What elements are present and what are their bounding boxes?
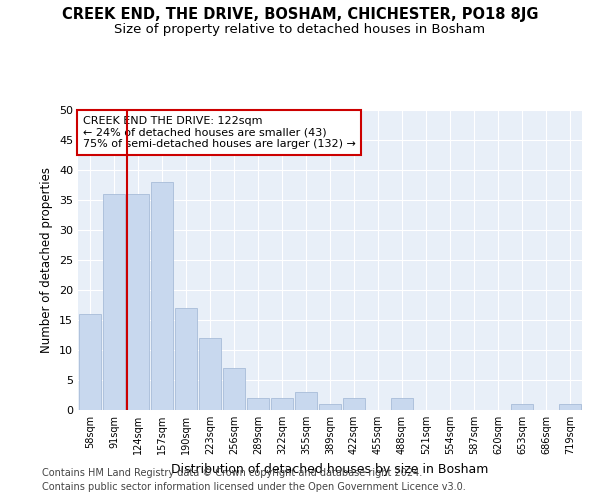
Bar — [223, 368, 245, 410]
Bar — [319, 404, 341, 410]
Bar — [391, 398, 413, 410]
Bar — [559, 404, 581, 410]
Bar — [511, 404, 533, 410]
Y-axis label: Number of detached properties: Number of detached properties — [40, 167, 53, 353]
Bar — [295, 392, 317, 410]
Bar — [199, 338, 221, 410]
Text: Contains HM Land Registry data © Crown copyright and database right 2024.: Contains HM Land Registry data © Crown c… — [42, 468, 422, 477]
Bar — [247, 398, 269, 410]
Bar — [103, 194, 125, 410]
Bar — [79, 314, 101, 410]
Text: CREEK END, THE DRIVE, BOSHAM, CHICHESTER, PO18 8JG: CREEK END, THE DRIVE, BOSHAM, CHICHESTER… — [62, 8, 538, 22]
Text: CREEK END THE DRIVE: 122sqm
← 24% of detached houses are smaller (43)
75% of sem: CREEK END THE DRIVE: 122sqm ← 24% of det… — [83, 116, 356, 149]
Text: Size of property relative to detached houses in Bosham: Size of property relative to detached ho… — [115, 22, 485, 36]
Bar — [151, 182, 173, 410]
Bar — [127, 194, 149, 410]
Bar — [271, 398, 293, 410]
Bar — [343, 398, 365, 410]
Bar — [175, 308, 197, 410]
X-axis label: Distribution of detached houses by size in Bosham: Distribution of detached houses by size … — [172, 462, 488, 475]
Text: Contains public sector information licensed under the Open Government Licence v3: Contains public sector information licen… — [42, 482, 466, 492]
